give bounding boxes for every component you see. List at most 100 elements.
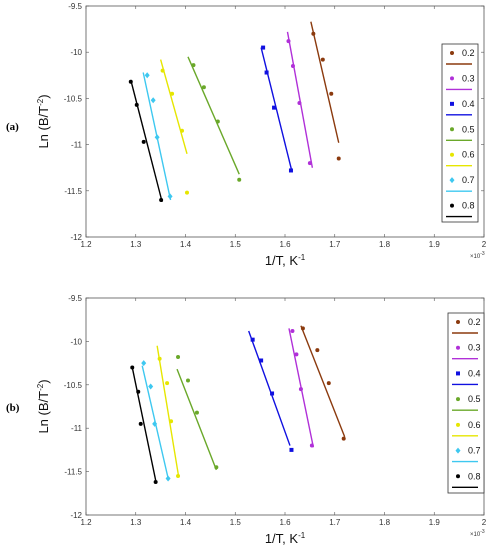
x-tick-label: 1.3: [130, 518, 142, 527]
y-axis-label-close: ): [36, 94, 51, 98]
x-exponent-sup: -3: [480, 251, 485, 257]
fit-line: [176, 368, 217, 471]
legend-marker: [450, 152, 454, 157]
y-tick-label: -11.5: [64, 187, 82, 196]
legend-marker: [455, 447, 461, 454]
legend-label: 0.8: [468, 471, 481, 481]
data-point: [311, 31, 316, 36]
legend: 0.2 0.3 0.4 0.5 0.6 0.7 0.8: [441, 43, 479, 223]
panel-b: 1.2 1.3 1.4 1.5 1.6 1.7 1.8 1.9 2-9.5-10-10.5-11…: [6, 294, 487, 546]
data-point: [160, 68, 165, 73]
data-point: [250, 337, 255, 342]
y-tick-label: -12: [70, 511, 82, 520]
data-point: [136, 389, 141, 394]
series-0.4: [248, 330, 294, 452]
y-tick-label: -9.5: [68, 2, 82, 11]
data-point: [194, 410, 199, 415]
legend-label: 0.2: [468, 317, 481, 327]
series-0.4: [260, 45, 293, 173]
x-exponent-base: ×10: [470, 532, 481, 538]
y-axis-label: Ln (B/T-2): [36, 379, 51, 433]
data-point: [294, 352, 299, 357]
data-point: [300, 326, 305, 331]
y-tick-label: -10.5: [64, 94, 83, 103]
fit-line: [187, 56, 240, 175]
fit-line: [156, 345, 180, 477]
data-point: [341, 436, 346, 441]
legend-box: [447, 312, 485, 494]
series-0.2: [300, 325, 346, 441]
x-tick-label: 1.4: [180, 240, 192, 249]
x-tick-label: 1.6: [279, 240, 291, 249]
x-tick-label: 2: [482, 240, 487, 249]
x-tick-label: 1.2: [80, 240, 92, 249]
data-point: [170, 91, 175, 96]
fit-line: [260, 47, 293, 170]
y-axis-label-close: ): [36, 379, 51, 383]
panel-label: (b): [6, 402, 20, 414]
data-point: [157, 356, 162, 361]
data-point: [159, 198, 164, 203]
legend-marker: [456, 422, 460, 427]
fit-line: [300, 325, 346, 438]
data-point: [270, 391, 275, 396]
legend-marker: [450, 127, 454, 132]
data-point: [185, 378, 190, 383]
x-exponent-base: ×10: [470, 254, 481, 260]
x-exponent: ×10-3: [470, 251, 485, 260]
data-point: [297, 101, 302, 106]
series-0.5: [176, 355, 219, 471]
series-0.7: [141, 360, 171, 482]
y-tick-label: -10.5: [64, 381, 83, 390]
x-tick-label: 1.8: [379, 518, 391, 527]
data-point: [167, 193, 173, 200]
x-tick-label: 1.7: [329, 240, 341, 249]
data-point: [152, 420, 158, 427]
x-exponent: ×10-3: [470, 529, 485, 538]
series-0.8: [130, 365, 158, 485]
legend-label: 0.3: [468, 343, 481, 353]
data-point: [264, 70, 269, 75]
data-point: [290, 64, 295, 69]
legend-label: 0.5: [468, 394, 481, 404]
fit-line: [310, 21, 340, 143]
y-tick-label: -9.5: [68, 294, 82, 303]
data-point: [128, 79, 133, 84]
legend-label: 0.4: [462, 99, 475, 109]
data-point: [141, 360, 147, 367]
data-point: [309, 443, 314, 448]
legend-marker: [456, 371, 460, 376]
data-point: [214, 465, 219, 470]
x-tick-label: 1.4: [180, 518, 192, 527]
data-point: [272, 105, 277, 110]
x-tick-label: 1.5: [230, 240, 242, 249]
series-0.7: [142, 72, 173, 201]
y-tick-label: -11.5: [64, 468, 82, 477]
fit-line: [159, 59, 188, 155]
legend-marker: [456, 320, 460, 324]
x-tick-label: 1.9: [429, 240, 441, 249]
legend-marker: [450, 76, 454, 81]
legend-marker: [456, 474, 460, 479]
data-point: [144, 72, 150, 79]
data-point: [165, 381, 170, 386]
legend-label: 0.3: [462, 73, 475, 83]
data-point: [261, 45, 266, 50]
data-point: [329, 91, 334, 96]
fit-line: [131, 367, 157, 481]
data-point: [165, 475, 171, 482]
data-point: [289, 447, 294, 452]
data-point: [288, 168, 293, 173]
data-point: [138, 421, 143, 426]
legend-marker: [450, 203, 454, 208]
legend-label: 0.6: [462, 150, 475, 160]
legend-marker: [449, 177, 455, 184]
y-axis-label-text: Ln (B/T: [36, 106, 51, 149]
data-point: [176, 473, 181, 478]
legend-marker: [456, 345, 460, 350]
y-axis-label-sup: -2: [36, 383, 45, 391]
series-0.8: [128, 79, 164, 203]
x-axis-label-text: 1/T, K: [265, 531, 299, 546]
x-tick-label: 1.5: [230, 518, 242, 527]
